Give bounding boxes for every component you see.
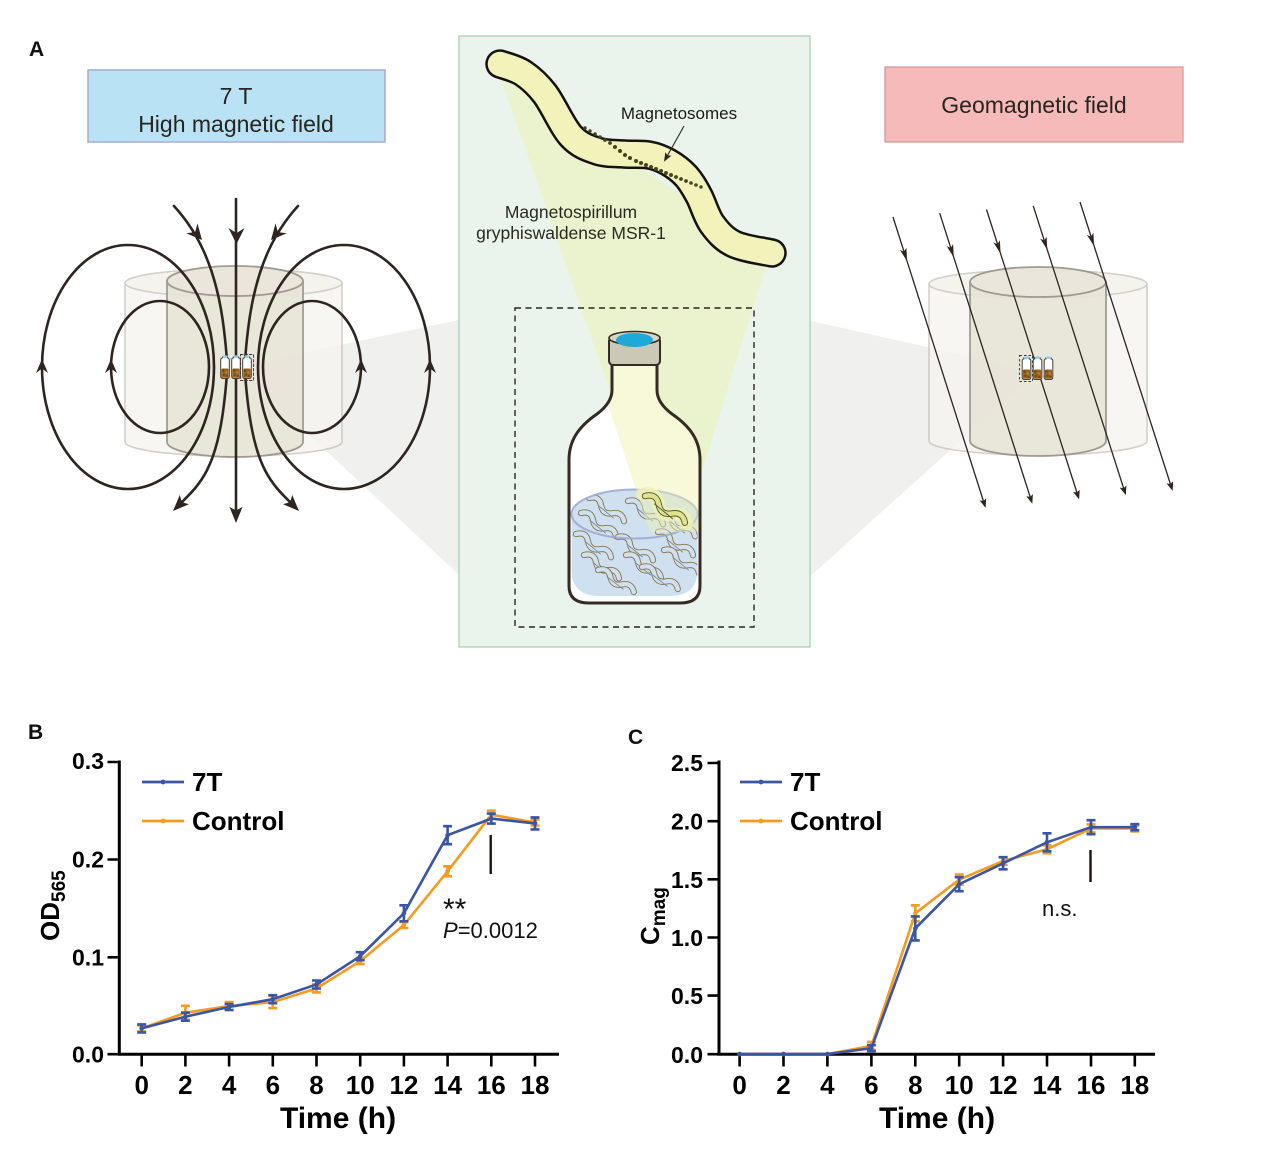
svg-text:A: A xyxy=(29,38,44,61)
svg-text:7 T: 7 T xyxy=(220,83,253,109)
svg-text:4: 4 xyxy=(222,1070,237,1100)
svg-text:1.5: 1.5 xyxy=(671,867,703,893)
svg-text:2: 2 xyxy=(776,1070,790,1100)
svg-text:Magnetosomes: Magnetosomes xyxy=(621,104,737,123)
svg-text:12: 12 xyxy=(389,1070,418,1100)
svg-text:Geomagnetic field: Geomagnetic field xyxy=(941,92,1126,118)
svg-text:10: 10 xyxy=(346,1070,375,1100)
svg-text:2.0: 2.0 xyxy=(671,809,703,835)
svg-text:6: 6 xyxy=(266,1070,280,1100)
svg-text:14: 14 xyxy=(1033,1070,1062,1100)
svg-text:2: 2 xyxy=(178,1070,192,1100)
svg-text:16: 16 xyxy=(1077,1070,1106,1100)
svg-text:16: 16 xyxy=(477,1070,506,1100)
svg-text:8: 8 xyxy=(309,1070,323,1100)
svg-text:0.3: 0.3 xyxy=(72,748,104,774)
svg-text:0.0: 0.0 xyxy=(72,1042,104,1068)
svg-text:10: 10 xyxy=(945,1070,974,1100)
svg-text:Time (h): Time (h) xyxy=(879,1102,995,1135)
svg-text:0: 0 xyxy=(732,1070,746,1100)
svg-text:n.s.: n.s. xyxy=(1042,896,1077,921)
svg-text:Cmag: Cmag xyxy=(635,887,670,945)
svg-text:18: 18 xyxy=(1120,1070,1149,1100)
svg-text:7T: 7T xyxy=(790,767,820,797)
svg-text:P=0.0012: P=0.0012 xyxy=(443,918,538,943)
svg-text:0.2: 0.2 xyxy=(72,847,104,873)
svg-text:Control: Control xyxy=(192,806,284,836)
svg-text:gryphiswaldense MSR-1: gryphiswaldense MSR-1 xyxy=(476,223,666,243)
svg-text:18: 18 xyxy=(521,1070,550,1100)
svg-text:**: ** xyxy=(443,893,467,926)
svg-text:Time (h): Time (h) xyxy=(280,1102,396,1135)
svg-text:6: 6 xyxy=(864,1070,878,1100)
svg-text:Magnetospirillum: Magnetospirillum xyxy=(505,202,637,222)
svg-text:High magnetic field: High magnetic field xyxy=(138,111,334,137)
svg-text:OD565: OD565 xyxy=(35,870,70,941)
svg-text:4: 4 xyxy=(820,1070,835,1100)
svg-text:2.5: 2.5 xyxy=(671,750,703,776)
svg-text:14: 14 xyxy=(433,1070,462,1100)
svg-text:0.5: 0.5 xyxy=(671,983,703,1009)
svg-text:B: B xyxy=(28,721,43,744)
svg-text:12: 12 xyxy=(989,1070,1018,1100)
svg-text:0.1: 0.1 xyxy=(72,944,104,970)
svg-text:7T: 7T xyxy=(192,767,222,797)
svg-text:Control: Control xyxy=(790,806,882,836)
svg-text:1.0: 1.0 xyxy=(671,925,703,951)
svg-text:8: 8 xyxy=(908,1070,922,1100)
svg-text:C: C xyxy=(628,726,643,749)
svg-text:0: 0 xyxy=(134,1070,148,1100)
svg-text:0.0: 0.0 xyxy=(671,1042,703,1068)
